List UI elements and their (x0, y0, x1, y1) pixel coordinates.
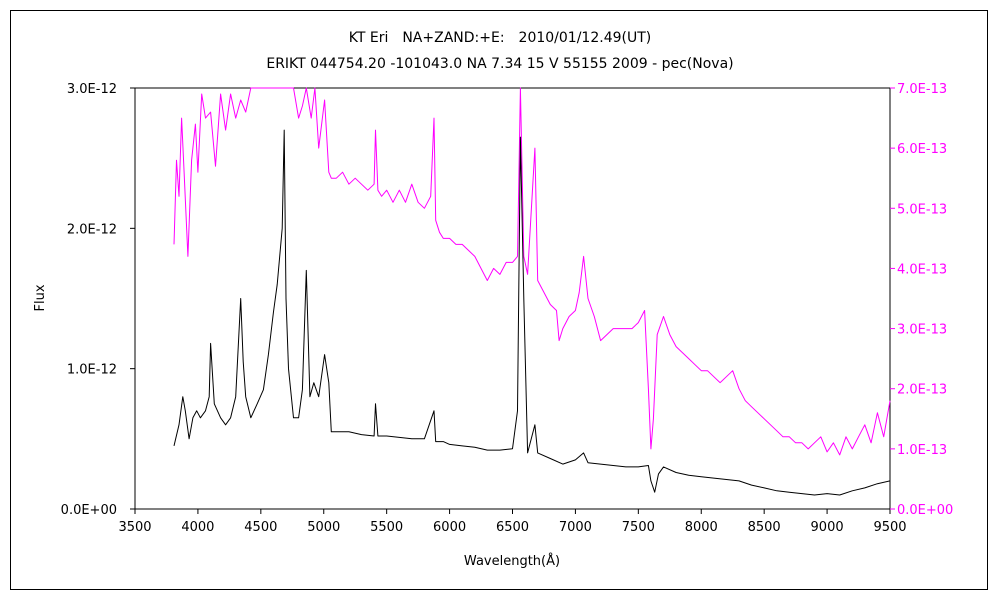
right-y-axis: 0.0E+00 1.0E-13 2.0E-13 3.0E-13 4.0E-13 5.0E-… (890, 82, 953, 518)
right-y-tick-label: 6.0E-13 (897, 142, 947, 157)
x-tick-label: 5500 (370, 520, 403, 535)
x-tick-label: 4000 (181, 520, 214, 535)
x-tick-label: 4500 (244, 520, 277, 535)
x-axis: 3500 4000 4500 5000 5500 6000 6500 7000 7500 8000… (118, 509, 907, 535)
right-y-tick-label: 5.0E-13 (897, 202, 947, 217)
right-y-tick-label: 0.0E+00 (897, 503, 953, 518)
series-layer (173, 87, 891, 496)
left-y-tick-label: 2.0E-12 (67, 222, 117, 237)
left-y-tick-label: 3.0E-12 (67, 82, 117, 97)
chart-title: KT Eri NA+ZAND:+E: 2010/01/12.49(UT) (349, 30, 651, 46)
y-axis-label: Flux (33, 284, 48, 311)
right-y-tick-label: 4.0E-13 (897, 262, 947, 277)
left-y-axis: 0.0E+00 1.0E-12 2.0E-12 3.0E-12 (61, 82, 135, 518)
left-y-tick-label: 0.0E+00 (61, 503, 117, 518)
chart-frame (10, 10, 988, 590)
left-y-tick-label: 1.0E-12 (67, 363, 117, 378)
x-tick-label: 6000 (433, 520, 466, 535)
x-tick-label: 5000 (307, 520, 340, 535)
x-tick-label: 3500 (118, 520, 151, 535)
x-tick-label: 9000 (811, 520, 844, 535)
black-spectrum-line (173, 129, 891, 496)
x-tick-label: 8500 (748, 520, 781, 535)
x-tick-label: 7500 (622, 520, 655, 535)
x-tick-label: 6500 (496, 520, 529, 535)
right-y-tick-label: 2.0E-13 (897, 383, 947, 398)
right-y-tick-label: 1.0E-13 (897, 443, 947, 458)
x-tick-label: 9500 (873, 520, 906, 535)
x-axis-label: Wavelength(Å) (464, 553, 560, 569)
x-tick-label: 8000 (685, 520, 718, 535)
right-y-tick-label: 3.0E-13 (897, 323, 947, 338)
right-y-tick-label: 7.0E-13 (897, 82, 947, 97)
chart-subtitle: ERIKT 044754.20 -101043.0 NA 7.34 15 V 5… (266, 56, 733, 72)
magenta-spectrum-line (173, 87, 891, 456)
x-tick-label: 7000 (559, 520, 592, 535)
